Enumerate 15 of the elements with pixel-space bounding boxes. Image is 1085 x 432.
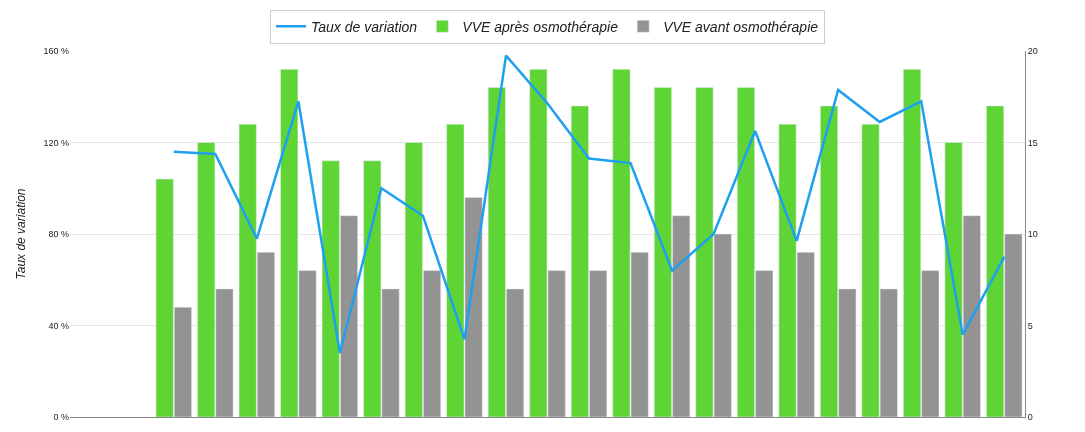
- y2-tick-label: 0: [1027, 412, 1033, 423]
- line-series: [172, 54, 1006, 355]
- y-tick-label: 120 %: [43, 137, 69, 148]
- y2-tick-label: 20: [1027, 46, 1038, 57]
- y-tick-label: 80 %: [48, 229, 69, 240]
- y-axis-title: Taux de variation: [13, 188, 28, 280]
- y-tick-label: 0 %: [53, 412, 69, 423]
- y-tick-label: 40 %: [48, 320, 69, 331]
- y-tick-label: 160 %: [43, 46, 69, 57]
- y2-tick-label: 15: [1027, 137, 1038, 148]
- y2-tick-label: 5: [1027, 320, 1033, 331]
- legend-label: VVE après osmothérapie: [462, 18, 619, 35]
- y2-tick-label: 10: [1027, 229, 1038, 240]
- legend-label: Taux de variation: [311, 18, 418, 35]
- legend-label: VVE avant osmothérapie: [663, 18, 819, 35]
